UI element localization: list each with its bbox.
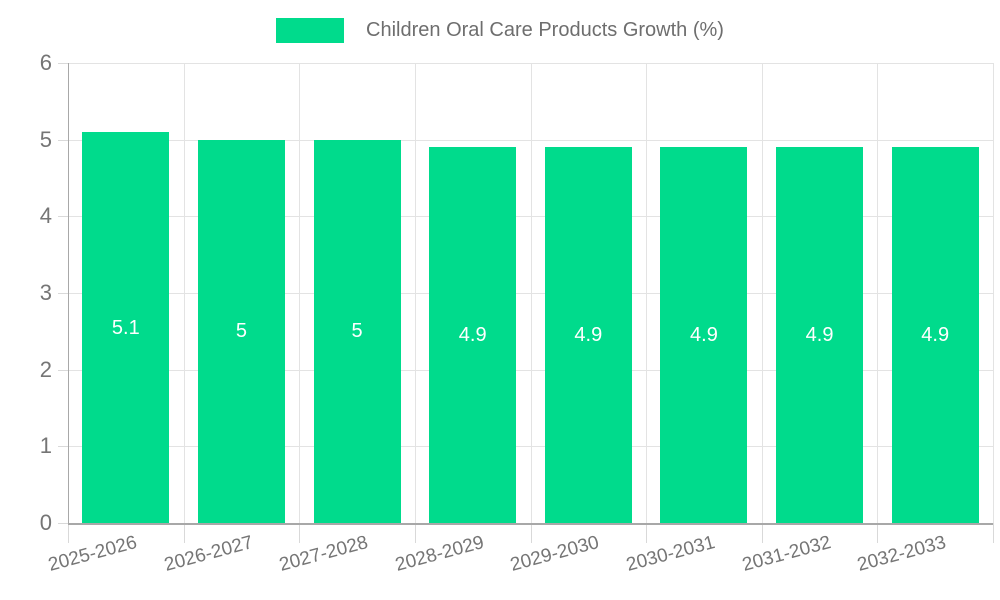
x-tick-label: 2031-2032 (739, 532, 833, 576)
y-axis-tick (58, 139, 68, 141)
x-axis-tick (530, 523, 532, 543)
x-tick-label: 2028-2029 (392, 532, 487, 576)
gridline-vertical (993, 63, 994, 523)
x-axis-tick (877, 523, 879, 543)
bar-value-label: 4.9 (458, 324, 487, 347)
gridline-vertical (877, 63, 879, 523)
y-axis-tick (58, 446, 68, 448)
x-axis-line (68, 523, 993, 525)
gridline-vertical (646, 63, 648, 523)
bar-value-label: 4.9 (690, 324, 718, 347)
y-axis-tick (58, 216, 68, 218)
bar (891, 147, 979, 523)
y-tick-label: 2 (39, 356, 52, 382)
y-tick-label: 4 (39, 203, 52, 229)
x-axis-tick (299, 523, 301, 543)
x-tick-label: 2025-2026 (46, 532, 140, 576)
gridline-vertical (414, 63, 416, 523)
legend-label: Children Oral Care Products Growth (%) (366, 19, 724, 41)
bar (544, 147, 632, 523)
x-tick-label: 2030-2031 (624, 532, 718, 576)
bar-value-label: 4.9 (921, 324, 950, 347)
x-axis-tick (414, 523, 416, 543)
y-axis-tick (58, 523, 68, 524)
legend: Children Oral Care Products Growth (%) (0, 18, 1000, 43)
x-axis-tick (993, 523, 994, 543)
y-axis-tick (58, 369, 68, 371)
x-tick-label: 2032-2033 (855, 532, 949, 576)
bar (776, 147, 864, 523)
x-axis-tick (68, 523, 69, 543)
y-tick-label: 0 (39, 510, 52, 535)
x-tick-label: 2026-2027 (161, 532, 255, 576)
y-axis-line (68, 63, 69, 523)
legend-item[interactable]: Children Oral Care Products Growth (%) (276, 18, 724, 43)
x-axis-tick (646, 523, 648, 543)
y-tick-label: 5 (39, 126, 52, 152)
y-tick-label: 6 (39, 50, 52, 75)
x-axis-tick (761, 523, 763, 543)
y-axis-tick (58, 293, 68, 294)
y-axis-tick (58, 63, 68, 64)
gridline-vertical (761, 63, 763, 523)
bar (429, 147, 517, 523)
x-tick-label: 2027-2028 (277, 532, 371, 576)
legend-swatch (276, 18, 345, 43)
bar-value-label: 5 (235, 320, 247, 343)
x-tick-label: 2029-2030 (508, 532, 602, 576)
bar (660, 147, 748, 523)
gridline-vertical (183, 63, 185, 523)
bar (313, 139, 401, 523)
gridline-vertical (530, 63, 532, 523)
gridline-vertical (299, 63, 301, 523)
bar (197, 139, 285, 523)
bar-value-label: 5.1 (111, 316, 140, 339)
y-tick-label: 1 (39, 433, 52, 459)
x-axis-tick (183, 523, 185, 543)
bar (82, 132, 170, 523)
bar-value-label: 4.9 (805, 324, 834, 347)
bar-value-label: 4.9 (574, 324, 603, 347)
bar-value-label: 5 (351, 320, 363, 343)
y-tick-label: 3 (39, 280, 52, 305)
